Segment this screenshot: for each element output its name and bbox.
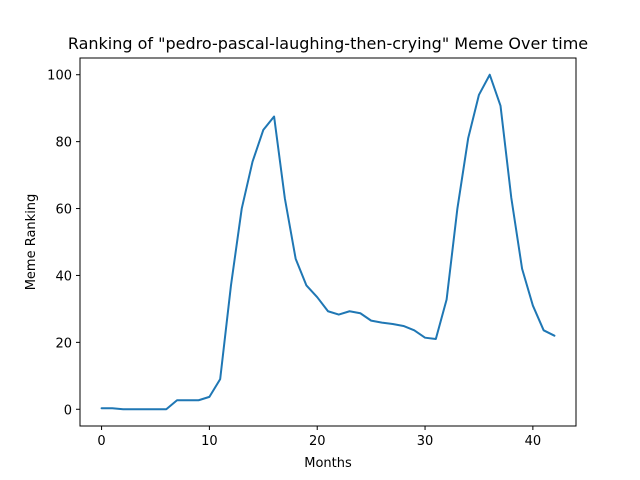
x-tick-label: 10 xyxy=(201,434,218,449)
series-line-1 xyxy=(100,73,556,411)
x-tick-label: 30 xyxy=(417,434,434,449)
plot-area: 0 10 20 30 40 0 20 40 60 80 100 xyxy=(47,57,577,449)
y-tick-label: 0 xyxy=(64,403,72,418)
y-tick-label: 60 xyxy=(55,203,72,218)
y-tick-label: 80 xyxy=(55,136,72,151)
chart-title: Ranking of "pedro-pascal-laughing-then-c… xyxy=(68,34,588,53)
x-tick-label: 20 xyxy=(309,434,326,449)
x-tick-label: 0 xyxy=(97,434,105,449)
x-tick-label: 40 xyxy=(525,434,542,449)
plot-frame xyxy=(79,57,577,427)
x-axis-label: Months xyxy=(304,456,352,471)
y-axis-label: Meme Ranking xyxy=(24,194,39,291)
y-tick-label: 100 xyxy=(47,69,72,84)
y-tick-label: 20 xyxy=(55,336,72,351)
y-tick-label: 40 xyxy=(55,269,72,284)
